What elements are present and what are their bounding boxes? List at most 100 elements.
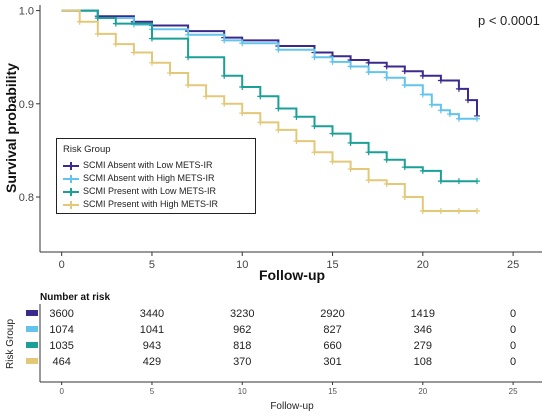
x-tick-label: 15 xyxy=(326,259,338,271)
censor-mark xyxy=(446,111,453,118)
x-tick-label: 10 xyxy=(236,259,248,271)
risk-count: 1035 xyxy=(49,340,73,352)
legend-label-3: SCMI Present with High METS-IR xyxy=(83,199,219,209)
y-tick-label: 0.8 xyxy=(19,192,34,204)
risk-count: 346 xyxy=(414,324,432,336)
censor-mark xyxy=(455,178,462,185)
risk-count: 370 xyxy=(233,356,251,368)
censor-mark xyxy=(365,177,372,184)
censor-mark xyxy=(185,31,192,38)
p-value-annotation: p < 0.0001 xyxy=(478,13,540,28)
legend-item-0: SCMI Absent with Low METS-IR xyxy=(63,160,213,171)
censor-mark xyxy=(383,156,390,163)
risk-count: 279 xyxy=(414,340,432,352)
censor-mark xyxy=(401,82,408,89)
risk-count: 660 xyxy=(323,340,341,352)
censor-mark xyxy=(419,167,426,174)
censor-mark xyxy=(148,35,155,42)
risk-count: 108 xyxy=(414,356,432,368)
censor-mark xyxy=(275,126,282,133)
legend-key-0 xyxy=(63,161,79,171)
x-axis-title: Follow-up xyxy=(259,267,325,283)
risk-count: 1041 xyxy=(140,324,164,336)
censor-mark xyxy=(437,178,444,185)
censor-mark xyxy=(437,207,444,214)
censor-mark xyxy=(329,58,336,65)
censor-mark xyxy=(464,97,471,104)
censor-mark xyxy=(365,149,372,156)
legend-label-1: SCMI Absent with High METS-IR xyxy=(83,173,215,183)
x-tick-label: 25 xyxy=(507,259,519,271)
risk-x-tick-label: 20 xyxy=(418,387,427,396)
censor-mark xyxy=(311,149,318,156)
risk-x-tick-label: 25 xyxy=(509,387,518,396)
censor-mark xyxy=(401,164,408,171)
risk-x-axis-title: Follow-up xyxy=(270,401,314,412)
censor-mark xyxy=(239,84,246,91)
risk-row-swatch-1 xyxy=(26,326,38,332)
risk-row-swatch-3 xyxy=(26,358,38,364)
censor-mark xyxy=(203,93,210,100)
risk-count: 3230 xyxy=(230,308,254,320)
risk-count: 2920 xyxy=(320,308,344,320)
legend-key-3 xyxy=(63,200,79,210)
risk-count: 429 xyxy=(143,356,161,368)
censor-mark xyxy=(473,207,480,214)
legend-item-3: SCMI Present with High METS-IR xyxy=(63,199,218,210)
risk-count: 0 xyxy=(510,340,516,352)
x-tick-label: 20 xyxy=(417,259,429,271)
risk-x-tick-label: 15 xyxy=(328,387,337,396)
x-tick-label: 5 xyxy=(149,259,155,271)
censor-mark xyxy=(473,178,480,185)
km-curve-1 xyxy=(61,9,477,120)
risk-x-tick-label: 0 xyxy=(59,387,64,396)
risk-count: 301 xyxy=(323,356,341,368)
censor-mark xyxy=(130,49,137,56)
censor-mark xyxy=(148,59,155,66)
legend-key-2 xyxy=(63,187,79,197)
censor-mark xyxy=(94,15,101,22)
censor-mark xyxy=(293,113,300,120)
censor-mark xyxy=(383,180,390,187)
legend-title: Risk Group xyxy=(63,144,111,155)
risk-count: 3600 xyxy=(49,308,73,320)
censor-mark xyxy=(455,85,462,92)
risk-y-axis-title: Risk Group xyxy=(5,319,16,369)
censor-mark xyxy=(257,119,264,126)
km-curve-0 xyxy=(61,9,478,116)
censor-mark xyxy=(383,63,390,70)
number-at-risk-title: Number at risk xyxy=(40,292,111,303)
censor-mark xyxy=(112,41,119,48)
risk-count: 464 xyxy=(52,356,70,368)
risk-x-tick-label: 10 xyxy=(238,387,247,396)
censor-mark xyxy=(94,30,101,37)
legend: Risk Group SCMI Absent with Low METS-IR … xyxy=(56,138,256,214)
legend-label-0: SCMI Absent with Low METS-IR xyxy=(83,160,213,170)
censor-mark xyxy=(112,20,119,27)
censor-mark xyxy=(221,100,228,107)
y-axis-title: Survival probability xyxy=(3,63,19,193)
risk-count: 3440 xyxy=(140,308,164,320)
censor-mark xyxy=(221,72,228,79)
risk-count: 943 xyxy=(143,340,161,352)
legend-label-2: SCMI Present with Low METS-IR xyxy=(83,186,217,196)
censor-mark xyxy=(311,54,318,61)
censor-mark xyxy=(437,77,444,84)
censor-mark xyxy=(185,54,192,61)
censor-mark xyxy=(365,59,372,66)
censor-mark xyxy=(383,74,390,81)
risk-count: 0 xyxy=(510,324,516,336)
legend-key-1 xyxy=(63,174,79,184)
censor-mark xyxy=(401,194,408,201)
censor-mark xyxy=(275,105,282,112)
censor-mark xyxy=(76,18,83,25)
censor-mark xyxy=(428,101,435,108)
censor-mark xyxy=(347,166,354,173)
legend-item-1: SCMI Absent with High METS-IR xyxy=(63,173,215,184)
risk-row-swatch-2 xyxy=(26,342,38,348)
censor-mark xyxy=(167,70,174,77)
censor-mark xyxy=(419,72,426,79)
risk-count: 962 xyxy=(233,324,251,336)
